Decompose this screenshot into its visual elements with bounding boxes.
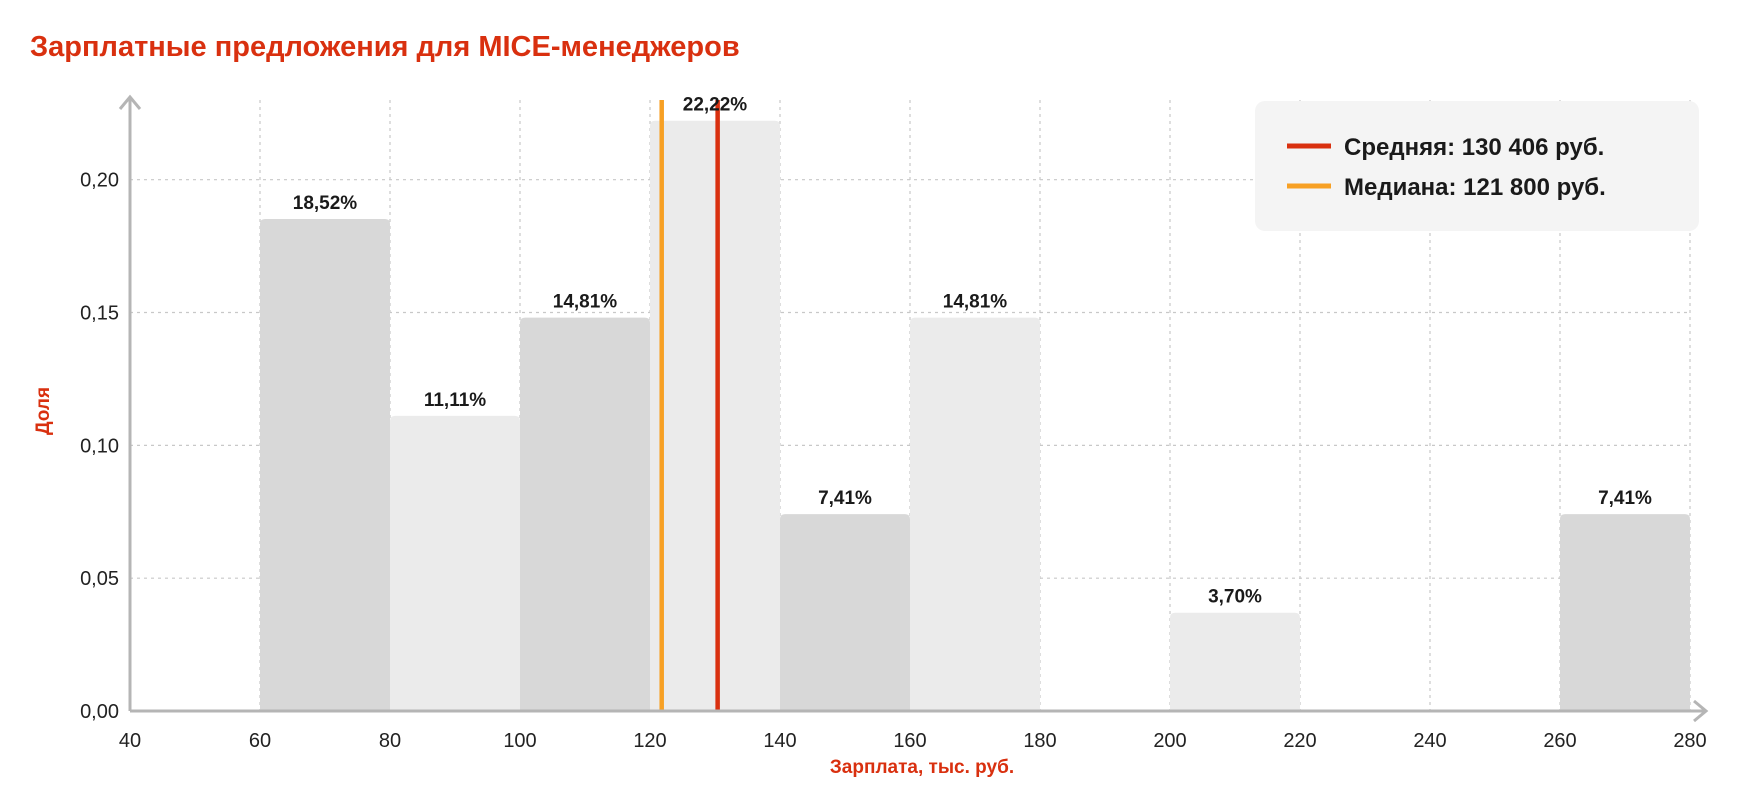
bar-value-label: 22,22% — [683, 95, 748, 116]
bar-value-label: 18,52% — [293, 193, 358, 214]
y-tick-label: 0,00 — [80, 701, 119, 723]
x-tick-label: 40 — [119, 730, 141, 752]
y-tick-label: 0,15 — [80, 303, 119, 325]
x-tick-label: 180 — [1023, 730, 1056, 752]
x-tick-label: 120 — [633, 730, 666, 752]
histogram-bar — [780, 514, 910, 711]
chart-title: Зарплатные предложения для MICE-менеджер… — [30, 31, 740, 63]
x-tick-label: 200 — [1153, 730, 1186, 752]
tick-labels: 40 60 80 100 120 140 160 180 200 220 240 260 280 0,00… — [80, 170, 1707, 752]
x-axis-label: Зарплата, тыс. руб. — [830, 757, 1014, 778]
x-tick-label: 100 — [503, 730, 536, 752]
x-tick-label: 280 — [1673, 730, 1706, 752]
x-tick-label: 220 — [1283, 730, 1316, 752]
histogram-bar — [520, 317, 650, 711]
histogram-bar — [650, 120, 780, 711]
x-axis-arrow — [1693, 699, 1709, 723]
legend: Средняя: 130 406 руб. Медиана: 121 800 р… — [1255, 101, 1699, 231]
x-tick-label: 260 — [1543, 730, 1576, 752]
x-tick-label: 140 — [763, 730, 796, 752]
bars — [260, 120, 1690, 711]
reference-lines — [659, 100, 720, 711]
axes — [118, 94, 1709, 723]
y-axis-label: Доля — [33, 387, 54, 435]
y-tick-label: 0,20 — [80, 170, 119, 192]
bar-labels: 18,52% 11,11% 14,81% 22,22% 7,41% 14,81% 3,70%… — [293, 95, 1652, 608]
x-tick-label: 160 — [893, 730, 926, 752]
histogram-bar — [910, 317, 1040, 711]
legend-label-mean: Средняя: 130 406 руб. — [1344, 134, 1604, 161]
y-tick-label: 0,05 — [80, 568, 119, 590]
bar-value-label: 7,41% — [1598, 488, 1652, 509]
bar-value-label: 11,11% — [424, 390, 486, 411]
bar-value-label: 14,81% — [553, 292, 618, 313]
y-axis-arrow — [118, 94, 142, 110]
histogram-bar — [260, 219, 390, 711]
histogram-bar — [390, 415, 520, 711]
legend-label-median: Медиана: 121 800 руб. — [1344, 174, 1606, 201]
x-tick-label: 240 — [1413, 730, 1446, 752]
bar-value-label: 3,70% — [1208, 587, 1262, 608]
x-tick-label: 80 — [379, 730, 401, 752]
histogram-bar — [1170, 612, 1300, 711]
legend-background — [1255, 101, 1699, 231]
bar-value-label: 7,41% — [818, 488, 872, 509]
bar-value-label: 14,81% — [943, 292, 1008, 313]
histogram-bar — [1560, 514, 1690, 711]
x-tick-label: 60 — [249, 730, 271, 752]
y-tick-label: 0,10 — [80, 435, 119, 457]
